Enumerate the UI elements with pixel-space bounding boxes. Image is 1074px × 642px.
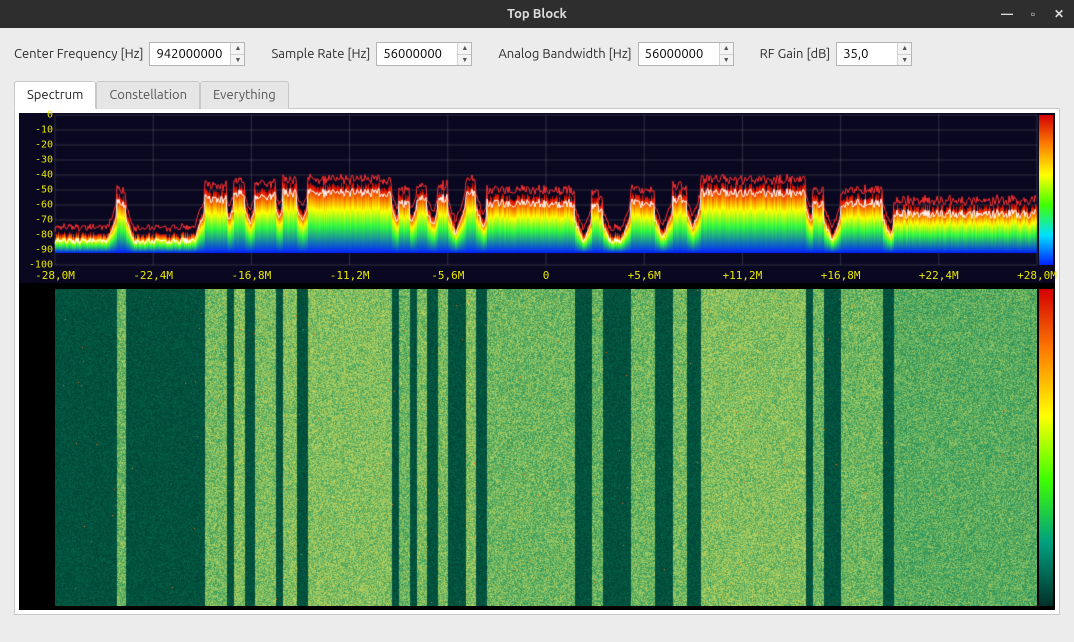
tab-bar: Spectrum Constellation Everything [14, 80, 1060, 109]
analog-bandwidth-label: Analog Bandwidth [Hz] [498, 47, 631, 61]
spin-up-icon[interactable]: ▲ [458, 43, 471, 55]
close-button[interactable]: ✕ [1050, 5, 1068, 23]
sample-rate-label: Sample Rate [Hz] [271, 47, 370, 61]
maximize-button[interactable]: ▫ [1024, 5, 1042, 23]
spin-down-icon[interactable]: ▼ [720, 55, 733, 66]
tab-constellation[interactable]: Constellation [96, 81, 200, 109]
spin-up-icon[interactable]: ▲ [231, 43, 244, 55]
analog-bandwidth-input[interactable]: ▲ ▼ [638, 42, 734, 66]
sample-rate-input[interactable]: ▲ ▼ [376, 42, 472, 66]
rf-gain-field[interactable] [837, 43, 897, 65]
tab-spectrum[interactable]: Spectrum [14, 81, 96, 109]
rf-gain-label: RF Gain [dB] [760, 47, 831, 61]
window-title: Top Block [507, 7, 567, 21]
fft-plot[interactable] [19, 113, 1055, 283]
minimize-button[interactable]: — [998, 5, 1016, 23]
center-frequency-input[interactable]: ▲ ▼ [149, 42, 245, 66]
spin-down-icon[interactable]: ▼ [898, 55, 911, 66]
spin-down-icon[interactable]: ▼ [458, 55, 471, 66]
tab-panel-spectrum: 0-10-20-30-40-50-60-70-80-90-100 -28,0M-… [14, 109, 1060, 615]
rf-gain-group: RF Gain [dB] ▲ ▼ [760, 42, 913, 66]
waterfall-plot[interactable] [55, 289, 1037, 606]
fft-colorbar [1039, 115, 1053, 265]
spin-down-icon[interactable]: ▼ [231, 55, 244, 66]
main-content: Center Frequency [Hz] ▲ ▼ Sample Rate [H… [0, 28, 1074, 642]
center-frequency-label: Center Frequency [Hz] [14, 47, 143, 61]
tab-everything[interactable]: Everything [200, 81, 289, 109]
spectrum-scope[interactable]: 0-10-20-30-40-50-60-70-80-90-100 -28,0M-… [19, 113, 1055, 610]
window-titlebar: Top Block — ▫ ✕ [0, 0, 1074, 28]
waterfall-colorbar [1039, 289, 1053, 606]
sample-rate-field[interactable] [377, 43, 457, 65]
center-frequency-group: Center Frequency [Hz] ▲ ▼ [14, 42, 245, 66]
fft-x-axis: -28,0M-22,4M-16,8M-11,2M-5,6M0+5,6M+11,2… [55, 269, 1037, 287]
window-controls: — ▫ ✕ [998, 0, 1068, 28]
analog-bandwidth-field[interactable] [639, 43, 719, 65]
center-frequency-field[interactable] [150, 43, 230, 65]
parameter-row: Center Frequency [Hz] ▲ ▼ Sample Rate [H… [14, 42, 1060, 66]
analog-bandwidth-group: Analog Bandwidth [Hz] ▲ ▼ [498, 42, 733, 66]
rf-gain-input[interactable]: ▲ ▼ [836, 42, 912, 66]
spin-up-icon[interactable]: ▲ [898, 43, 911, 55]
sample-rate-group: Sample Rate [Hz] ▲ ▼ [271, 42, 472, 66]
spin-up-icon[interactable]: ▲ [720, 43, 733, 55]
